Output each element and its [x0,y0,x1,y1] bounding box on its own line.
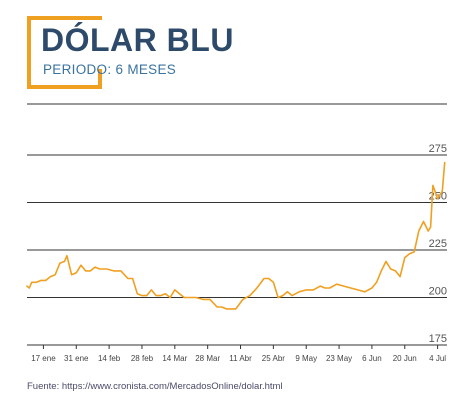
x-tick-label: 14 feb [98,354,121,363]
chart-title: DÓLAR BLU [41,22,234,58]
chart-subtitle: PERIODO: 6 MESES [43,62,177,77]
y-tick-label: 225 [429,238,447,250]
x-tick-label: 28 feb [131,354,154,363]
x-tick-label: 14 Mar [162,354,187,363]
x-tick-label: 9 May [295,354,317,363]
x-tick-label: 6 Jun [362,354,382,363]
title-frame-right [98,69,102,89]
x-tick-label: 31 ene [64,354,89,363]
y-tick-label: 275 [429,143,447,155]
series-line-0 [26,161,446,310]
x-tick-label: 28 Mar [195,354,220,363]
x-tick-label: 11 Abr [229,354,252,363]
x-tick-label: 23 May [326,354,352,363]
y-tick-label: 200 [429,286,447,298]
title-frame-top [27,16,102,20]
y-tick-label: 175 [429,333,447,345]
x-tick-label: 25 Abr [262,354,285,363]
title-frame-bottom [27,85,102,89]
source-note: Fuente: https://www.cronista.com/Mercado… [27,381,283,392]
x-tick-label: 20 Jun [393,354,417,363]
x-tick-label: 17 ene [31,354,56,363]
title-frame-left [27,16,31,89]
x-tick-label: 4 Jul [429,354,446,363]
